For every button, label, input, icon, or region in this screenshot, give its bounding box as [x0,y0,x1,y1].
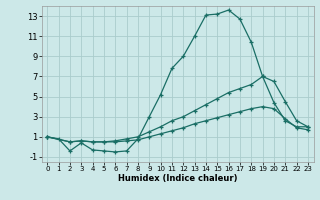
X-axis label: Humidex (Indice chaleur): Humidex (Indice chaleur) [118,174,237,183]
